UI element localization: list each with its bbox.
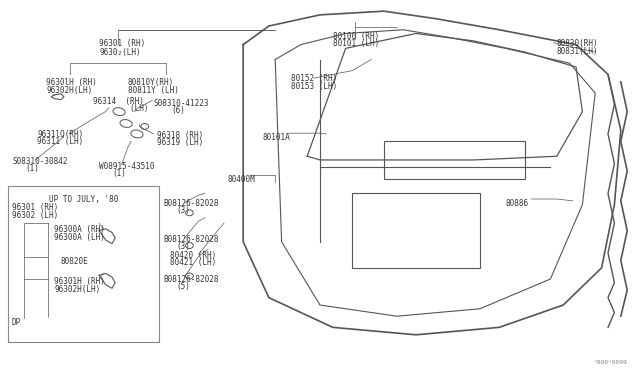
Text: DP: DP (12, 318, 20, 327)
Text: B08126-82028: B08126-82028 (163, 235, 219, 244)
Text: 80820E: 80820E (61, 257, 88, 266)
Text: 96301 (RH): 96301 (RH) (12, 203, 58, 212)
Text: 80101 (LH): 80101 (LH) (333, 39, 379, 48)
Text: (6): (6) (172, 106, 186, 115)
Text: 80420 (RH): 80420 (RH) (170, 251, 216, 260)
Text: B08126-82028: B08126-82028 (163, 275, 219, 283)
Text: 80100 (RH): 80100 (RH) (333, 32, 379, 41)
Text: S08310-41223: S08310-41223 (154, 99, 209, 108)
Text: 96300A (RH): 96300A (RH) (54, 225, 105, 234)
Text: ^800^0099: ^800^0099 (593, 360, 627, 365)
Text: UP TO JULY, '80: UP TO JULY, '80 (49, 195, 118, 203)
Text: 80810Y(RH): 80810Y(RH) (128, 78, 174, 87)
Text: (3): (3) (176, 206, 190, 215)
Text: (1): (1) (26, 164, 40, 173)
Text: 96318 (RH): 96318 (RH) (157, 131, 203, 140)
Text: 80831(LH): 80831(LH) (557, 46, 598, 55)
Text: 96302H(LH): 96302H(LH) (54, 285, 100, 294)
Text: 80152 (RH): 80152 (RH) (291, 74, 337, 83)
Text: (LH): (LH) (93, 104, 148, 113)
Text: 80101A: 80101A (262, 133, 290, 142)
Text: (5): (5) (176, 282, 190, 291)
Text: S08310-30842: S08310-30842 (13, 157, 68, 166)
Text: 80421 (LH): 80421 (LH) (170, 258, 216, 267)
Text: 80811Y (LH): 80811Y (LH) (128, 86, 179, 95)
Text: 96301 (RH): 96301 (RH) (99, 39, 145, 48)
Text: 96311 (LH): 96311 (LH) (37, 137, 83, 146)
Text: B08126-82028: B08126-82028 (163, 199, 219, 208)
Text: 80400M: 80400M (227, 175, 255, 184)
Text: 80153 (LH): 80153 (LH) (291, 82, 337, 91)
Text: 80886: 80886 (506, 199, 529, 208)
Text: 96319 (LH): 96319 (LH) (157, 138, 203, 147)
Text: 96300A (LH): 96300A (LH) (54, 232, 105, 241)
Text: 96302H(LH): 96302H(LH) (46, 86, 92, 95)
Text: 96314  (RH): 96314 (RH) (93, 97, 143, 106)
Text: 96302 (LH): 96302 (LH) (12, 211, 58, 220)
Text: 9631lQ(RH): 9631lQ(RH) (37, 130, 83, 139)
Text: (1): (1) (112, 169, 126, 178)
Text: W08915-43510: W08915-43510 (99, 162, 155, 171)
Text: 80830(RH): 80830(RH) (557, 39, 598, 48)
Text: 96301H (RH): 96301H (RH) (54, 277, 105, 286)
Text: 9630lH (RH): 9630lH (RH) (46, 78, 97, 87)
Text: 9630₂(LH): 9630₂(LH) (99, 48, 141, 57)
Text: (3): (3) (176, 242, 190, 251)
